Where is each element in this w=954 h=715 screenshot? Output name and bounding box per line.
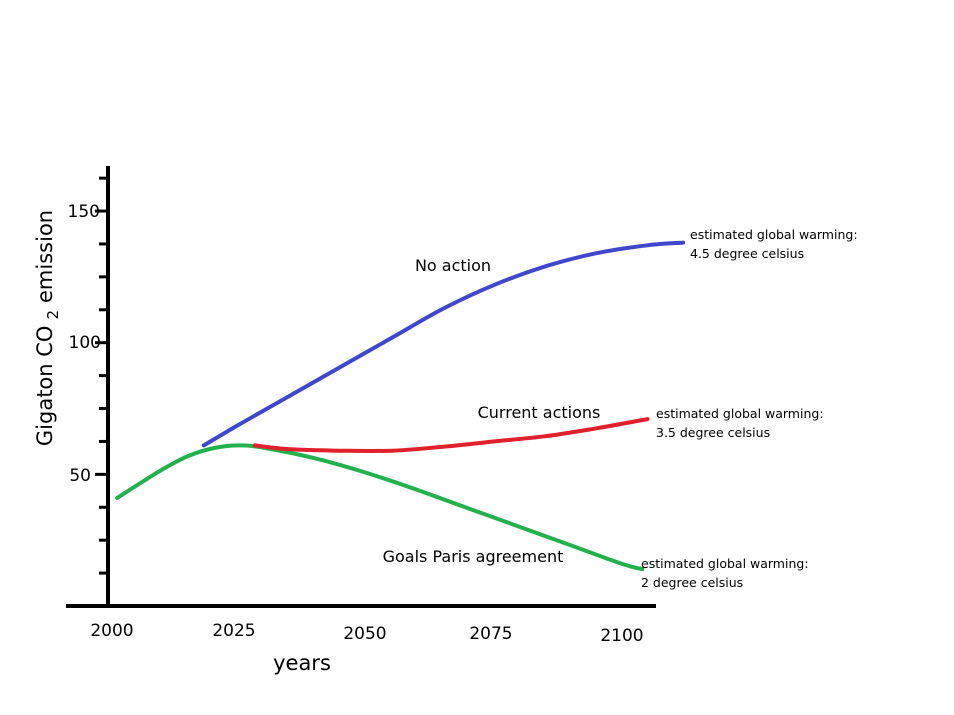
x-tick-label: 2100 bbox=[600, 626, 643, 646]
x-tick-label: 2000 bbox=[90, 621, 133, 641]
series-label-no-action: No action bbox=[415, 256, 491, 275]
y-axis-title-suffix: emission bbox=[33, 210, 57, 303]
series-line-goals-paris-agreement bbox=[115, 443, 645, 572]
x-tick-labels: 2000 2025 2050 2075 2100 bbox=[90, 621, 643, 646]
annotation-current-actions: estimated global warming: 3.5 degree cel… bbox=[656, 406, 824, 440]
x-tick-label: 2025 bbox=[212, 621, 255, 641]
series-line-no-action bbox=[201, 240, 686, 448]
annotation-line: estimated global warming: bbox=[656, 406, 824, 421]
annotation-line: 2 degree celsius bbox=[641, 575, 743, 590]
annotation-no-action: estimated global warming: 4.5 degree cel… bbox=[690, 227, 858, 261]
series-line-current-actions bbox=[252, 417, 650, 454]
y-tick-label: 50 bbox=[69, 466, 91, 486]
x-tick-label: 2050 bbox=[343, 624, 386, 644]
y-axis-title-subscript: 2 bbox=[44, 310, 62, 320]
y-axis-title: Gigaton CO 2 emission bbox=[33, 210, 62, 446]
axes bbox=[66, 166, 656, 608]
series-layer bbox=[115, 240, 686, 572]
y-minor-ticks bbox=[95, 176, 108, 575]
series-label-current-actions: Current actions bbox=[478, 403, 601, 422]
series-label-paris-goals: Goals Paris agreement bbox=[383, 547, 564, 566]
annotation-line: estimated global warming: bbox=[690, 227, 858, 242]
y-tick-label: 150 bbox=[68, 202, 100, 222]
y-tick-labels: 50 100 150 bbox=[68, 202, 101, 486]
y-tick-label: 100 bbox=[69, 333, 101, 353]
annotation-line: 3.5 degree celsius bbox=[656, 425, 770, 440]
annotation-line: estimated global warming: bbox=[641, 556, 809, 571]
annotation-line: 4.5 degree celsius bbox=[690, 246, 804, 261]
x-axis-title: years bbox=[273, 651, 331, 675]
x-tick-label: 2075 bbox=[469, 624, 512, 644]
y-axis-title-main: Gigaton CO bbox=[33, 326, 57, 447]
annotation-paris-goals: estimated global warming: 2 degree celsi… bbox=[641, 556, 809, 590]
